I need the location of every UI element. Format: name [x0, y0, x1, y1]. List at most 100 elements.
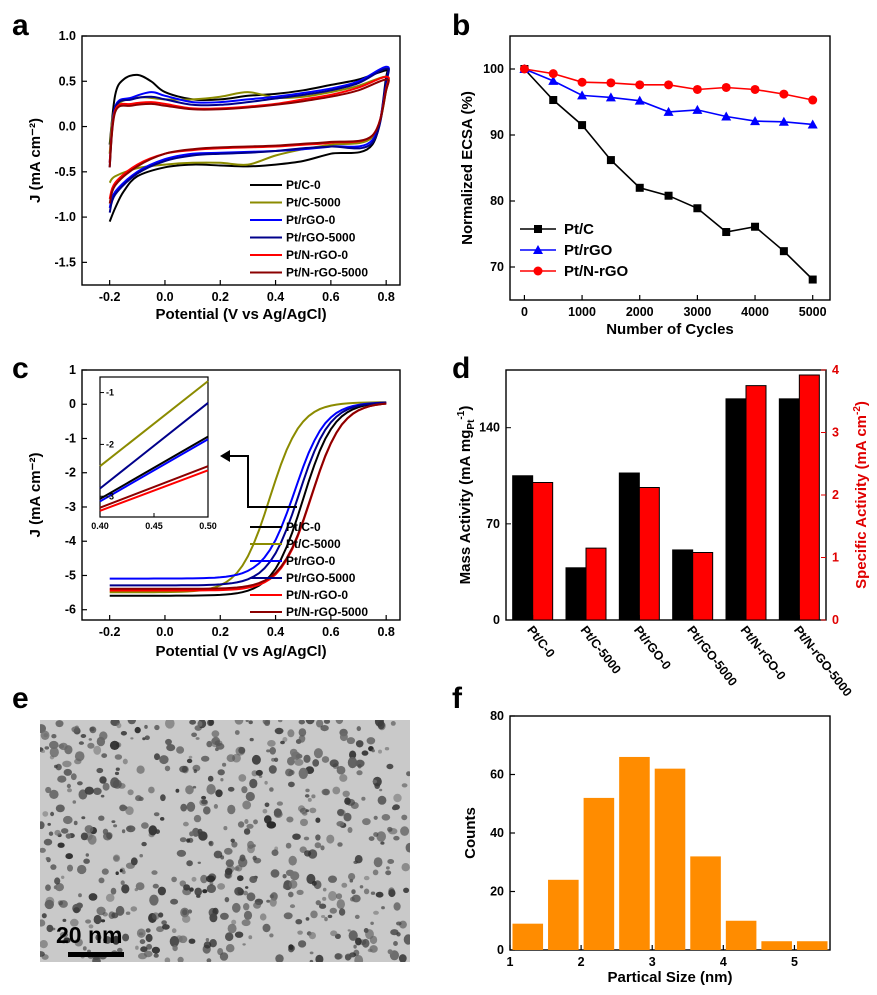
y-axis-label-d: Mass Activity (mA mgPt-1) — [456, 406, 477, 585]
tem-nanoparticle — [63, 815, 73, 825]
tem-nanoparticle — [201, 795, 207, 800]
tem-nanoparticle — [156, 926, 164, 933]
tem-nanoparticle — [322, 887, 327, 892]
tem-nanoparticle — [146, 943, 153, 950]
tem-nanoparticle — [203, 806, 211, 815]
tem-nanoparticle — [336, 765, 346, 775]
marker-Pt/rGO — [692, 104, 703, 114]
tem-nanoparticle — [112, 779, 122, 789]
lsv-curve-Pt/N-rGO-5000 — [109, 402, 387, 590]
tem-particles — [40, 720, 410, 962]
tem-nanoparticle — [262, 808, 268, 814]
tem-nanoparticle — [347, 929, 351, 932]
cv-curve-Pt/N-rGO-5000 — [108, 78, 390, 204]
tem-nanoparticle — [63, 937, 71, 944]
tem-nanoparticle — [288, 781, 295, 788]
tem-nanoparticle — [244, 819, 249, 824]
tem-nanoparticle — [148, 786, 155, 794]
lsv-curve-Pt/rGO-0 — [109, 401, 387, 580]
tem-nanoparticle — [361, 750, 369, 756]
tem-nanoparticle — [45, 884, 51, 891]
tem-nanoparticle — [191, 876, 197, 882]
tem-nanoparticle — [141, 841, 147, 847]
inset-pointer-arrowhead — [220, 450, 230, 462]
tem-nanoparticle — [347, 827, 353, 833]
chart-a-cv-curves: -0.2 0.0 0.2 0.4 0.6 0.8 1.0 0.5 0.0 -0.5 -1.0 -1.5… — [27, 29, 401, 323]
tem-nanoparticle — [40, 951, 45, 957]
tem-nanoparticle — [270, 869, 280, 878]
marker-Pt/C — [549, 96, 558, 105]
tem-nanoparticle — [330, 930, 338, 937]
tem-nanoparticle — [303, 836, 310, 841]
tem-nanoparticle — [40, 749, 46, 753]
tem-nanoparticle — [249, 876, 258, 883]
tem-nanoparticle — [266, 749, 271, 753]
tem-nanoparticle — [103, 936, 112, 944]
x-tick-label-b: 3000 — [683, 305, 711, 319]
tem-nanoparticle — [298, 720, 305, 725]
marker-Pt/rGO — [721, 111, 732, 121]
tem-nanoparticle — [361, 938, 370, 948]
tem-nanoparticle — [246, 823, 254, 829]
tem-nanoparticle — [247, 844, 255, 854]
tem-nanoparticle — [354, 855, 363, 864]
tem-nanoparticle — [328, 875, 337, 883]
tem-nanoparticle — [234, 931, 244, 938]
tem-nanoparticle — [55, 804, 65, 813]
tem-nanoparticle — [115, 767, 120, 771]
tem-nanoparticle — [62, 760, 72, 768]
tem-nanoparticle — [164, 765, 171, 772]
tem-nanoparticle — [226, 754, 236, 762]
y-tick-label-a: -1.5 — [54, 255, 76, 269]
tem-nanoparticle — [88, 893, 98, 901]
tem-nanoparticle — [93, 914, 102, 925]
tem-nanoparticle — [249, 778, 258, 789]
tem-nanoparticle — [236, 887, 243, 893]
tem-nanoparticle — [214, 740, 223, 746]
x-tick-label-f: 1 — [507, 955, 514, 969]
tem-nanoparticle — [138, 952, 147, 960]
y2-tick-label-d: 0 — [832, 613, 839, 627]
tem-nanoparticle — [274, 757, 279, 762]
tem-nanoparticle — [154, 753, 160, 761]
tem-nanoparticle — [55, 883, 64, 892]
tem-nanoparticle — [227, 786, 235, 792]
tem-nanoparticle — [74, 938, 83, 947]
tem-nanoparticle — [351, 889, 356, 895]
tem-nanoparticle — [234, 720, 244, 725]
tem-nanoparticle — [84, 786, 94, 795]
tem-nanoparticle — [248, 720, 253, 725]
legend-label-c: Pt/C-0 — [286, 520, 321, 534]
tem-nanoparticle — [253, 857, 262, 864]
tem-nanoparticle — [136, 765, 145, 774]
plot-frame-b — [509, 35, 831, 301]
tem-nanoparticle — [289, 904, 296, 909]
y-axis-label-b: Normalized ECSA (%) — [459, 91, 476, 245]
x-tick-label-b: 1000 — [568, 305, 596, 319]
tem-nanoparticle — [376, 831, 387, 842]
tem-nanoparticle — [357, 763, 362, 769]
tem-nanoparticle — [403, 887, 410, 893]
marker-Pt/C — [534, 225, 542, 233]
x-tick-label-d: Pt/C-5000 — [578, 623, 624, 677]
tem-nanoparticle — [70, 773, 77, 781]
y2-axis-label-d: Specific Activity (mA cm-2) — [852, 401, 870, 589]
tem-nanoparticle — [266, 899, 271, 903]
tem-nanoparticle — [288, 771, 293, 777]
marker-Pt/C — [606, 156, 615, 165]
tem-nanoparticle — [320, 845, 325, 851]
tem-nanoparticle — [189, 831, 194, 837]
tem-nanoparticle — [369, 935, 378, 945]
tem-nanoparticle — [160, 794, 166, 802]
tem-nanoparticle — [305, 788, 310, 793]
tem-nanoparticle — [289, 748, 298, 757]
tem-nanoparticle — [206, 784, 216, 795]
tem-nanoparticle — [180, 803, 188, 812]
tem-nanoparticle — [40, 847, 46, 853]
tem-nanoparticle — [304, 850, 312, 857]
marker-Pt/N-rGO — [692, 84, 702, 94]
tem-nanoparticle — [100, 794, 105, 798]
tem-nanoparticle — [46, 924, 54, 933]
tem-nanoparticle — [100, 919, 106, 923]
tem-nanoparticle — [134, 888, 138, 892]
